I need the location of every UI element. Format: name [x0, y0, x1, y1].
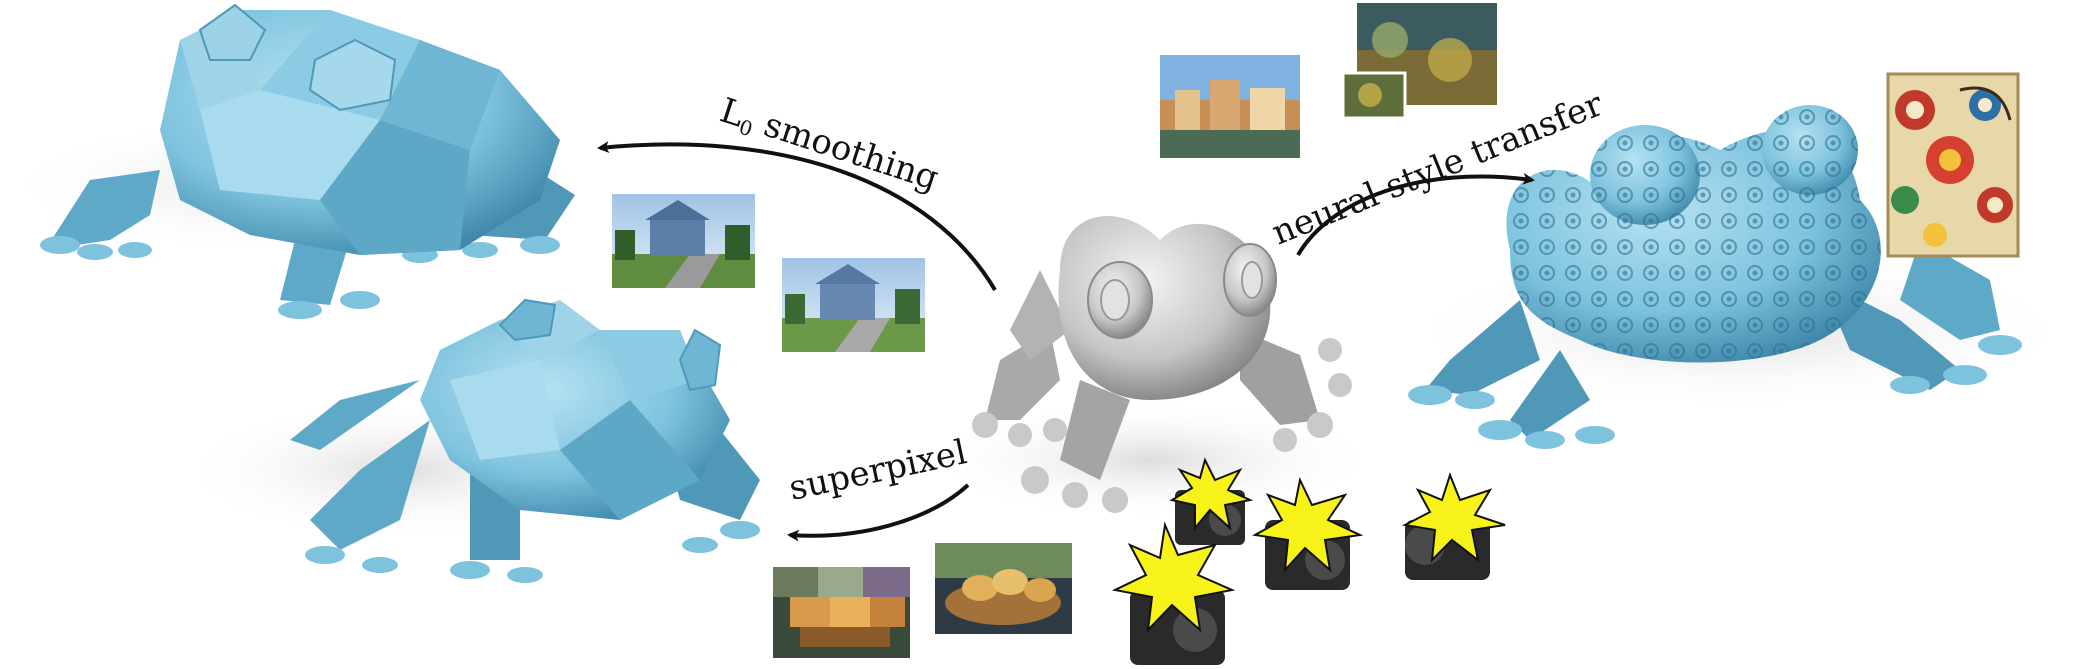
style-painting	[1886, 72, 2020, 258]
house-photo-smoothed	[782, 258, 925, 352]
style-transfer-frog	[1400, 105, 2080, 449]
l0-smoothing-arrow	[597, 141, 997, 292]
camera-icon	[1111, 521, 1236, 665]
house-photo-input	[612, 194, 755, 288]
camera-icon	[1251, 476, 1364, 590]
bread-basket-photo	[935, 543, 1072, 634]
l0-smoothing-label: L0 smoothing	[715, 91, 944, 201]
l0-smoothed-frog	[0, 3, 600, 319]
style-transfer-arrow	[1296, 172, 1535, 257]
town-photo-input	[1160, 55, 1300, 158]
superpixel-label: superpixel	[786, 432, 971, 509]
camera-starburst-group	[1111, 457, 1506, 665]
superpixel-frog	[180, 298, 760, 583]
superpixel-arrow	[787, 483, 970, 542]
input-frog-mesh	[920, 216, 1380, 520]
bread-basket-superpixel	[773, 567, 910, 658]
camera-icon	[1401, 472, 1506, 580]
camera-icon	[1169, 457, 1254, 545]
town-photo-stylized	[1341, 3, 1497, 120]
